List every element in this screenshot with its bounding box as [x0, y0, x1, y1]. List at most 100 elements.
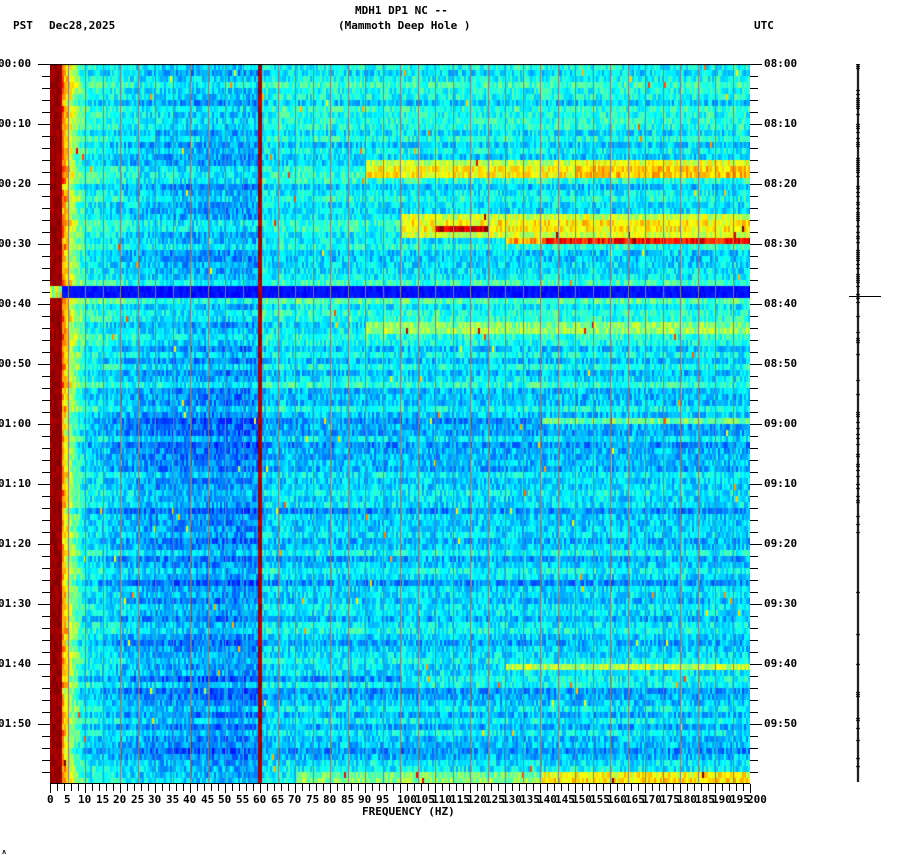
x-tick	[302, 784, 303, 791]
y-tick-right	[750, 544, 762, 545]
x-tick	[197, 784, 198, 791]
x-tick-label: 20	[113, 793, 127, 806]
y-tick-right	[750, 100, 758, 101]
y-tick-label-right: 09:20	[764, 537, 798, 550]
y-tick-left	[38, 544, 50, 545]
x-tick	[379, 784, 380, 791]
x-tick	[624, 784, 625, 791]
x-tick	[512, 784, 513, 791]
x-tick	[267, 784, 268, 791]
y-tick-left	[42, 760, 50, 761]
x-tick	[421, 784, 422, 791]
y-tick-left	[42, 532, 50, 533]
x-tick-label: 15	[96, 793, 110, 806]
x-tick	[386, 784, 387, 791]
y-tick-right	[750, 604, 762, 605]
date-label: Dec28,2025	[49, 19, 116, 32]
x-tick	[687, 784, 688, 791]
x-tick-label: 40	[183, 793, 197, 806]
x-tick	[519, 784, 520, 791]
y-tick-left	[42, 700, 50, 701]
x-tick	[561, 784, 562, 791]
y-tick-label-left: 01:50	[0, 717, 32, 730]
y-tick-left	[42, 136, 50, 137]
y-tick-left	[42, 580, 50, 581]
station-title: MDH1 DP1 NC --	[355, 4, 448, 17]
x-tick	[575, 784, 576, 793]
x-tick-label: 80	[323, 793, 337, 806]
x-tick	[78, 784, 79, 791]
x-tick	[148, 784, 149, 791]
y-tick-right	[750, 292, 758, 293]
x-tick	[295, 784, 296, 793]
y-tick-left	[42, 556, 50, 557]
x-tick	[610, 784, 611, 793]
y-tick-right	[750, 64, 762, 65]
y-tick-right	[750, 388, 758, 389]
seismogram-trace	[856, 64, 860, 782]
x-tick-label: 65	[271, 793, 285, 806]
x-tick-label: 135	[520, 793, 540, 806]
y-tick-left	[42, 88, 50, 89]
y-tick-left	[42, 112, 50, 113]
x-tick-label: 55	[236, 793, 250, 806]
y-tick-right	[750, 412, 758, 413]
y-tick-label-left: 01:00	[0, 417, 32, 430]
y-tick-left	[42, 472, 50, 473]
x-axis-line	[50, 783, 750, 784]
x-tick	[694, 784, 695, 791]
x-tick-label: 75	[306, 793, 320, 806]
x-tick	[344, 784, 345, 791]
y-tick-left	[42, 316, 50, 317]
corner-mark: ʌ	[2, 848, 7, 856]
y-tick-right	[750, 364, 762, 365]
x-tick-label: 180	[677, 793, 697, 806]
y-tick-right	[750, 328, 758, 329]
y-tick-label-right: 09:40	[764, 657, 798, 670]
x-tick-label: 110	[432, 793, 452, 806]
y-tick-left	[42, 448, 50, 449]
x-tick-label: 115	[450, 793, 470, 806]
y-tick-right	[750, 172, 758, 173]
x-tick-label: 70	[288, 793, 302, 806]
x-tick-label: 140	[537, 793, 557, 806]
y-tick-left	[42, 652, 50, 653]
y-tick-left	[42, 100, 50, 101]
x-tick-label: 160	[607, 793, 627, 806]
y-tick-left	[42, 280, 50, 281]
x-tick	[736, 784, 737, 791]
x-tick	[57, 784, 58, 791]
x-tick	[393, 784, 394, 791]
y-tick-right	[750, 592, 758, 593]
y-tick-right	[750, 376, 758, 377]
y-tick-left	[42, 268, 50, 269]
y-tick-left	[38, 184, 50, 185]
y-tick-right	[750, 436, 758, 437]
y-tick-right	[750, 220, 758, 221]
x-tick	[491, 784, 492, 791]
y-tick-right	[750, 184, 762, 185]
x-tick	[141, 784, 142, 791]
y-tick-right	[750, 520, 758, 521]
x-tick	[750, 784, 751, 793]
y-tick-right	[750, 484, 762, 485]
x-tick	[645, 784, 646, 793]
y-tick-left	[42, 712, 50, 713]
y-tick-label-right: 08:00	[764, 57, 798, 70]
y-tick-left	[42, 508, 50, 509]
x-tick-label: 150	[572, 793, 592, 806]
x-tick-label: 95	[376, 793, 390, 806]
y-tick-right	[750, 676, 758, 677]
y-tick-left	[42, 460, 50, 461]
x-tick	[652, 784, 653, 791]
x-tick	[407, 784, 408, 791]
y-tick-right	[750, 352, 758, 353]
x-tick	[253, 784, 254, 791]
y-tick-label-right: 08:40	[764, 297, 798, 310]
x-tick	[414, 784, 415, 791]
y-tick-label-right: 09:50	[764, 717, 798, 730]
x-tick-label: 145	[555, 793, 575, 806]
y-tick-left	[38, 304, 50, 305]
y-tick-right	[750, 448, 758, 449]
y-tick-right	[750, 640, 758, 641]
